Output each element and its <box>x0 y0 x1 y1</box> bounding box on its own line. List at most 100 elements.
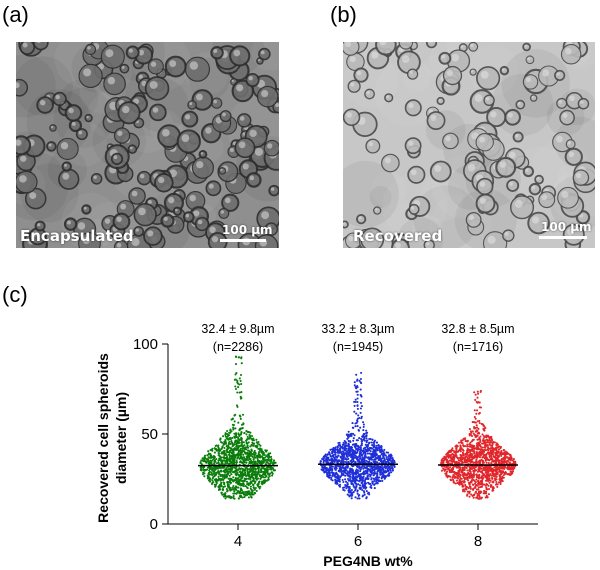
data-point <box>359 401 363 404</box>
data-point <box>213 451 216 454</box>
data-point <box>246 457 249 460</box>
data-point <box>345 458 348 461</box>
data-point <box>362 429 365 432</box>
data-point <box>344 441 347 444</box>
data-point <box>203 475 206 478</box>
data-point <box>256 467 259 470</box>
data-point <box>362 473 365 476</box>
data-point <box>360 481 363 484</box>
data-point <box>242 483 245 486</box>
data-point <box>360 449 364 452</box>
data-point <box>328 474 331 477</box>
data-point <box>359 411 362 414</box>
data-point <box>487 473 490 476</box>
data-point <box>231 488 234 491</box>
data-point <box>455 466 458 469</box>
data-point <box>237 436 240 439</box>
data-point <box>217 454 220 457</box>
data-point <box>242 445 245 448</box>
data-point <box>334 481 337 485</box>
data-point <box>444 472 447 475</box>
data-point <box>230 430 233 433</box>
data-point <box>358 457 361 460</box>
data-point <box>362 421 365 424</box>
data-point <box>453 455 456 458</box>
data-point <box>449 478 452 481</box>
data-point <box>359 407 362 410</box>
data-point <box>462 454 465 457</box>
data-point <box>440 469 443 472</box>
data-point <box>376 449 379 452</box>
data-point <box>378 479 381 482</box>
data-point <box>486 467 490 470</box>
data-point <box>259 444 262 447</box>
data-point <box>232 427 235 430</box>
data-point <box>254 472 257 475</box>
data-point <box>370 456 373 459</box>
data-point <box>382 470 385 473</box>
data-point <box>373 470 376 473</box>
data-point <box>243 432 246 435</box>
data-point <box>242 441 245 444</box>
data-point <box>343 455 346 459</box>
data-point <box>214 473 217 477</box>
data-point <box>229 437 233 440</box>
data-point <box>356 385 359 388</box>
data-point <box>364 451 367 454</box>
data-point <box>478 438 482 441</box>
data-point <box>220 491 223 494</box>
data-point <box>366 464 369 467</box>
data-point <box>446 470 449 473</box>
data-point <box>462 467 465 470</box>
data-point <box>502 476 505 479</box>
data-point <box>263 467 266 471</box>
data-point <box>242 474 245 477</box>
data-point <box>213 447 216 450</box>
spheroid-diameter-chart: Recovered cell spheroids diameter (µm) P… <box>95 322 538 569</box>
data-point <box>231 458 234 461</box>
data-point <box>226 435 229 438</box>
data-point <box>471 430 474 433</box>
data-point <box>207 475 210 478</box>
data-point <box>461 451 464 454</box>
data-point <box>453 450 456 453</box>
data-point <box>242 468 246 472</box>
data-point <box>232 462 235 465</box>
data-point <box>260 470 264 473</box>
data-point <box>360 405 363 408</box>
data-point <box>355 468 358 471</box>
data-point <box>241 427 244 430</box>
data-point <box>506 456 509 459</box>
data-point <box>239 484 242 487</box>
data-point <box>374 482 377 485</box>
data-point <box>341 450 344 453</box>
data-point <box>243 473 246 477</box>
data-point <box>351 422 354 425</box>
data-point <box>514 465 517 468</box>
data-point <box>239 470 242 473</box>
data-point <box>266 458 270 461</box>
data-point <box>457 459 460 462</box>
data-point <box>374 460 377 463</box>
data-point <box>344 485 347 488</box>
data-point <box>225 495 228 498</box>
data-point <box>226 451 229 454</box>
data-point <box>478 495 481 499</box>
data-point <box>251 453 254 456</box>
data-point <box>358 453 362 456</box>
data-point <box>443 465 446 468</box>
data-point <box>465 473 468 476</box>
data-point <box>235 439 238 442</box>
data-point <box>337 484 341 487</box>
data-point <box>477 486 480 489</box>
data-point <box>357 414 360 417</box>
data-point <box>374 458 377 461</box>
data-point <box>481 472 484 475</box>
data-point <box>342 441 345 444</box>
data-point <box>252 458 255 461</box>
data-point <box>358 475 361 478</box>
data-point <box>379 473 382 476</box>
data-point <box>245 433 248 436</box>
micrograph-recovered-image <box>343 42 595 248</box>
data-point <box>496 456 499 459</box>
